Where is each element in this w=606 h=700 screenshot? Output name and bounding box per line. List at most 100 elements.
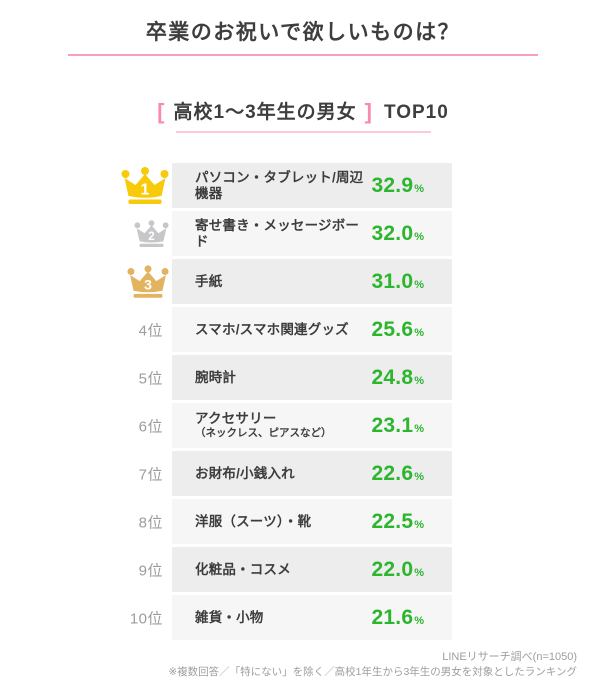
rank-cell: 10位 <box>0 595 172 640</box>
item-value-number: 22.5 <box>371 509 414 533</box>
subtitle: [高校1〜3年生の男女] TOP10 <box>0 97 606 124</box>
item-label: スマホ/スマホ関連グッズ <box>195 322 349 338</box>
rank-label: 7位 <box>138 466 163 484</box>
rank-cell: 2 <box>0 211 172 256</box>
source-note: LINEリサーチ調べ(n=1050) <box>442 650 577 663</box>
header: 卒業のお祝いで欲しいものは？ <box>0 0 606 57</box>
footer: LINEリサーチ調べ(n=1050) ※複数回答／「特にない」を除く／高校1年生… <box>168 649 577 681</box>
item-label-main: 寄せ書き・メッセージボード <box>195 217 360 249</box>
item-value: 32.0% <box>372 222 424 246</box>
ranking-row: 6位 アクセサリー （ネックレス、ピアスなど） 23.1% <box>0 403 606 449</box>
item-value: 22.6% <box>372 462 424 486</box>
svg-text:1: 1 <box>141 181 150 198</box>
item-label-sub: （ネックレス、ピアスなど） <box>195 427 332 440</box>
rank-label: 5位 <box>138 370 163 388</box>
method-note: ※複数回答／「特にない」を除く／高校1年生から3年生の男女を対象としたランキング <box>168 666 577 679</box>
rank-cell: 8位 <box>0 499 172 544</box>
ranking-bar: 手紙 31.0% <box>172 259 452 305</box>
item-label: 手紙 <box>195 274 222 290</box>
item-value-unit: % <box>414 374 424 387</box>
ranking-row: 7位 お財布/小銭入れ 22.6% <box>0 451 606 497</box>
rank-cell: 5位 <box>0 355 172 400</box>
item-value: 24.8% <box>372 366 424 390</box>
item-value-unit: % <box>414 326 424 339</box>
subtitle-block: [高校1〜3年生の男女] TOP10 <box>0 97 606 134</box>
left-bracket: [ <box>157 99 166 125</box>
ranking-row: 9位 化粧品・コスメ 22.0% <box>0 547 606 593</box>
item-label-main: アクセサリー <box>195 411 277 427</box>
item-value-unit: % <box>414 182 424 195</box>
item-value-unit: % <box>414 470 424 483</box>
item-label-main: 腕時計 <box>195 369 237 385</box>
item-value-number: 24.8 <box>371 365 414 389</box>
item-value-number: 22.6 <box>371 461 414 485</box>
item-label-main: 雑貨・小物 <box>195 609 264 625</box>
ranking-bar: 雑貨・小物 21.6% <box>172 595 452 641</box>
rank-cell: 3 <box>0 259 172 304</box>
ranking-bar: パソコン・タブレット/周辺機器 32.9% <box>172 163 452 209</box>
item-label-main: パソコン・タブレット/周辺機器 <box>195 169 364 201</box>
item-value-number: 21.6 <box>371 605 414 629</box>
crown-icon: 1 <box>121 166 169 204</box>
item-label: 化粧品・コスメ <box>195 562 291 578</box>
ranking-bar: 寄せ書き・メッセージボード 32.0% <box>172 211 452 257</box>
item-value-number: 32.9 <box>371 173 414 197</box>
rank-cell: 4位 <box>0 307 172 352</box>
item-value-unit: % <box>414 230 424 243</box>
ranking-row: 5位 腕時計 24.8% <box>0 355 606 401</box>
ranking-bar: スマホ/スマホ関連グッズ 25.6% <box>172 307 452 353</box>
rank-label: 10位 <box>129 610 163 628</box>
item-value-unit: % <box>414 566 424 579</box>
item-value: 21.6% <box>372 606 424 630</box>
rank-label: 4位 <box>138 322 163 340</box>
rank-cell: 7位 <box>0 451 172 496</box>
svg-text:3: 3 <box>144 276 152 292</box>
item-value: 22.0% <box>372 558 424 582</box>
ranking-row: 4位 スマホ/スマホ関連グッズ 25.6% <box>0 307 606 353</box>
subtitle-top10: TOP10 <box>383 102 449 124</box>
ranking-row: 2 寄せ書き・メッセージボード 32.0% <box>0 211 606 257</box>
ranking-bar: 洋服（スーツ）・靴 22.5% <box>172 499 452 545</box>
item-label-main: スマホ/スマホ関連グッズ <box>195 321 349 337</box>
title-underline <box>68 54 538 57</box>
item-value-number: 25.6 <box>371 317 414 341</box>
rank-cell: 1 <box>0 163 172 208</box>
item-value-unit: % <box>414 278 424 291</box>
item-label: 寄せ書き・メッセージボード <box>195 218 372 250</box>
item-label: パソコン・タブレット/周辺機器 <box>195 170 372 202</box>
item-label: 雑貨・小物 <box>195 610 264 626</box>
item-label-main: 化粧品・コスメ <box>195 561 291 577</box>
crown-icon: 3 <box>127 265 169 298</box>
crown-icon: 2 <box>134 219 169 247</box>
item-value-unit: % <box>414 422 424 435</box>
rank-cell: 9位 <box>0 547 172 592</box>
rank-cell: 6位 <box>0 403 172 448</box>
svg-text:2: 2 <box>148 230 154 243</box>
ranking-row: 10位 雑貨・小物 21.6% <box>0 595 606 641</box>
item-label-main: 洋服（スーツ）・靴 <box>195 513 312 529</box>
ranking-row: 3 手紙 31.0% <box>0 259 606 305</box>
item-label: 腕時計 <box>195 370 236 386</box>
item-label: 洋服（スーツ）・靴 <box>195 514 311 530</box>
ranking-bar: 腕時計 24.8% <box>172 355 452 401</box>
item-label: お財布/小銭入れ <box>195 466 295 482</box>
item-value-unit: % <box>414 614 424 627</box>
item-value: 23.1% <box>372 414 424 438</box>
item-value: 25.6% <box>372 318 424 342</box>
item-value-number: 31.0 <box>371 269 414 293</box>
ranking-bar: お財布/小銭入れ 22.6% <box>172 451 452 497</box>
item-label-main: 手紙 <box>195 273 223 289</box>
item-value-number: 23.1 <box>371 413 414 437</box>
subtitle-underline <box>175 131 431 134</box>
item-value: 32.9% <box>372 174 424 198</box>
item-value-number: 22.0 <box>371 557 414 581</box>
item-value: 22.5% <box>372 510 424 534</box>
item-value-unit: % <box>414 518 424 531</box>
item-value: 31.0% <box>372 270 424 294</box>
item-label: アクセサリー （ネックレス、ピアスなど） <box>195 411 332 440</box>
right-bracket: ] <box>364 99 373 125</box>
ranking-row: 8位 洋服（スーツ）・靴 22.5% <box>0 499 606 545</box>
ranking-bar: アクセサリー （ネックレス、ピアスなど） 23.1% <box>172 403 452 449</box>
ranking-bar: 化粧品・コスメ 22.0% <box>172 547 452 593</box>
